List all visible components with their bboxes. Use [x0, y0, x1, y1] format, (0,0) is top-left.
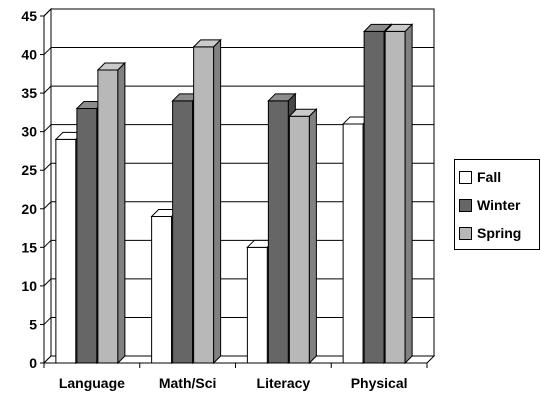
x-tick-label: Literacy	[257, 375, 311, 391]
axes	[40, 15, 428, 368]
gridline-diag	[43, 8, 52, 17]
bar-front	[97, 69, 119, 364]
bar-front	[342, 123, 364, 364]
x-tick-label: Physical	[351, 375, 408, 391]
legend-swatch-spring	[459, 226, 472, 240]
bar-front	[363, 30, 385, 364]
y-tick-label: 35	[21, 85, 37, 101]
bar-front	[246, 246, 268, 364]
legend-item-fall: Fall	[459, 163, 539, 191]
gridline-diag	[43, 85, 52, 94]
bar-front	[55, 138, 77, 364]
gridline-diag	[43, 239, 52, 248]
y-tick-label: 25	[21, 162, 37, 178]
legend-label-spring: Spring	[477, 225, 522, 241]
x-tick-label: Language	[59, 375, 125, 391]
y-tick-label: 20	[21, 201, 37, 217]
legend-item-winter: Winter	[459, 191, 539, 219]
bar-front	[172, 100, 194, 364]
gridline-diag	[43, 278, 52, 287]
y-tick-label: 40	[21, 47, 37, 63]
gridline-diag	[43, 317, 52, 325]
legend-item-spring: Spring	[459, 219, 539, 247]
gridline-diag	[43, 47, 52, 55]
bar-side	[404, 23, 413, 365]
legend-label-fall: Fall	[477, 169, 502, 185]
legend-label-winter: Winter	[477, 197, 521, 213]
bar-side	[117, 61, 126, 365]
bar-front	[151, 215, 173, 364]
legend: Fall Winter Spring	[454, 159, 540, 250]
x-tick-label: Math/Sci	[159, 375, 217, 391]
gridline-diag	[43, 124, 52, 133]
side-wall	[43, 7, 52, 365]
bar-side	[308, 108, 317, 365]
bars	[54, 23, 414, 365]
bar-front	[76, 108, 98, 364]
y-tick-label: 10	[21, 278, 37, 294]
bar-front	[267, 100, 289, 364]
gridline-diag	[43, 162, 52, 171]
bar-front	[384, 30, 406, 364]
y-tick-label: 45	[21, 8, 37, 24]
y-tick-labels: 0 5 10 15 20 25 30 35 40 45	[21, 8, 37, 371]
gridline-diag	[43, 201, 52, 210]
legend-swatch-winter	[459, 198, 472, 212]
x-tick-labels: Language Math/Sci Literacy Physical	[59, 375, 408, 391]
bar-front	[288, 115, 310, 364]
y-tick-label: 30	[21, 124, 37, 140]
bar-front	[193, 46, 215, 364]
bar-side	[213, 38, 222, 365]
y-tick-label: 0	[29, 355, 37, 371]
y-tick-label: 15	[21, 239, 37, 255]
legend-swatch-fall	[459, 170, 472, 184]
y-tick-label: 5	[29, 316, 37, 332]
